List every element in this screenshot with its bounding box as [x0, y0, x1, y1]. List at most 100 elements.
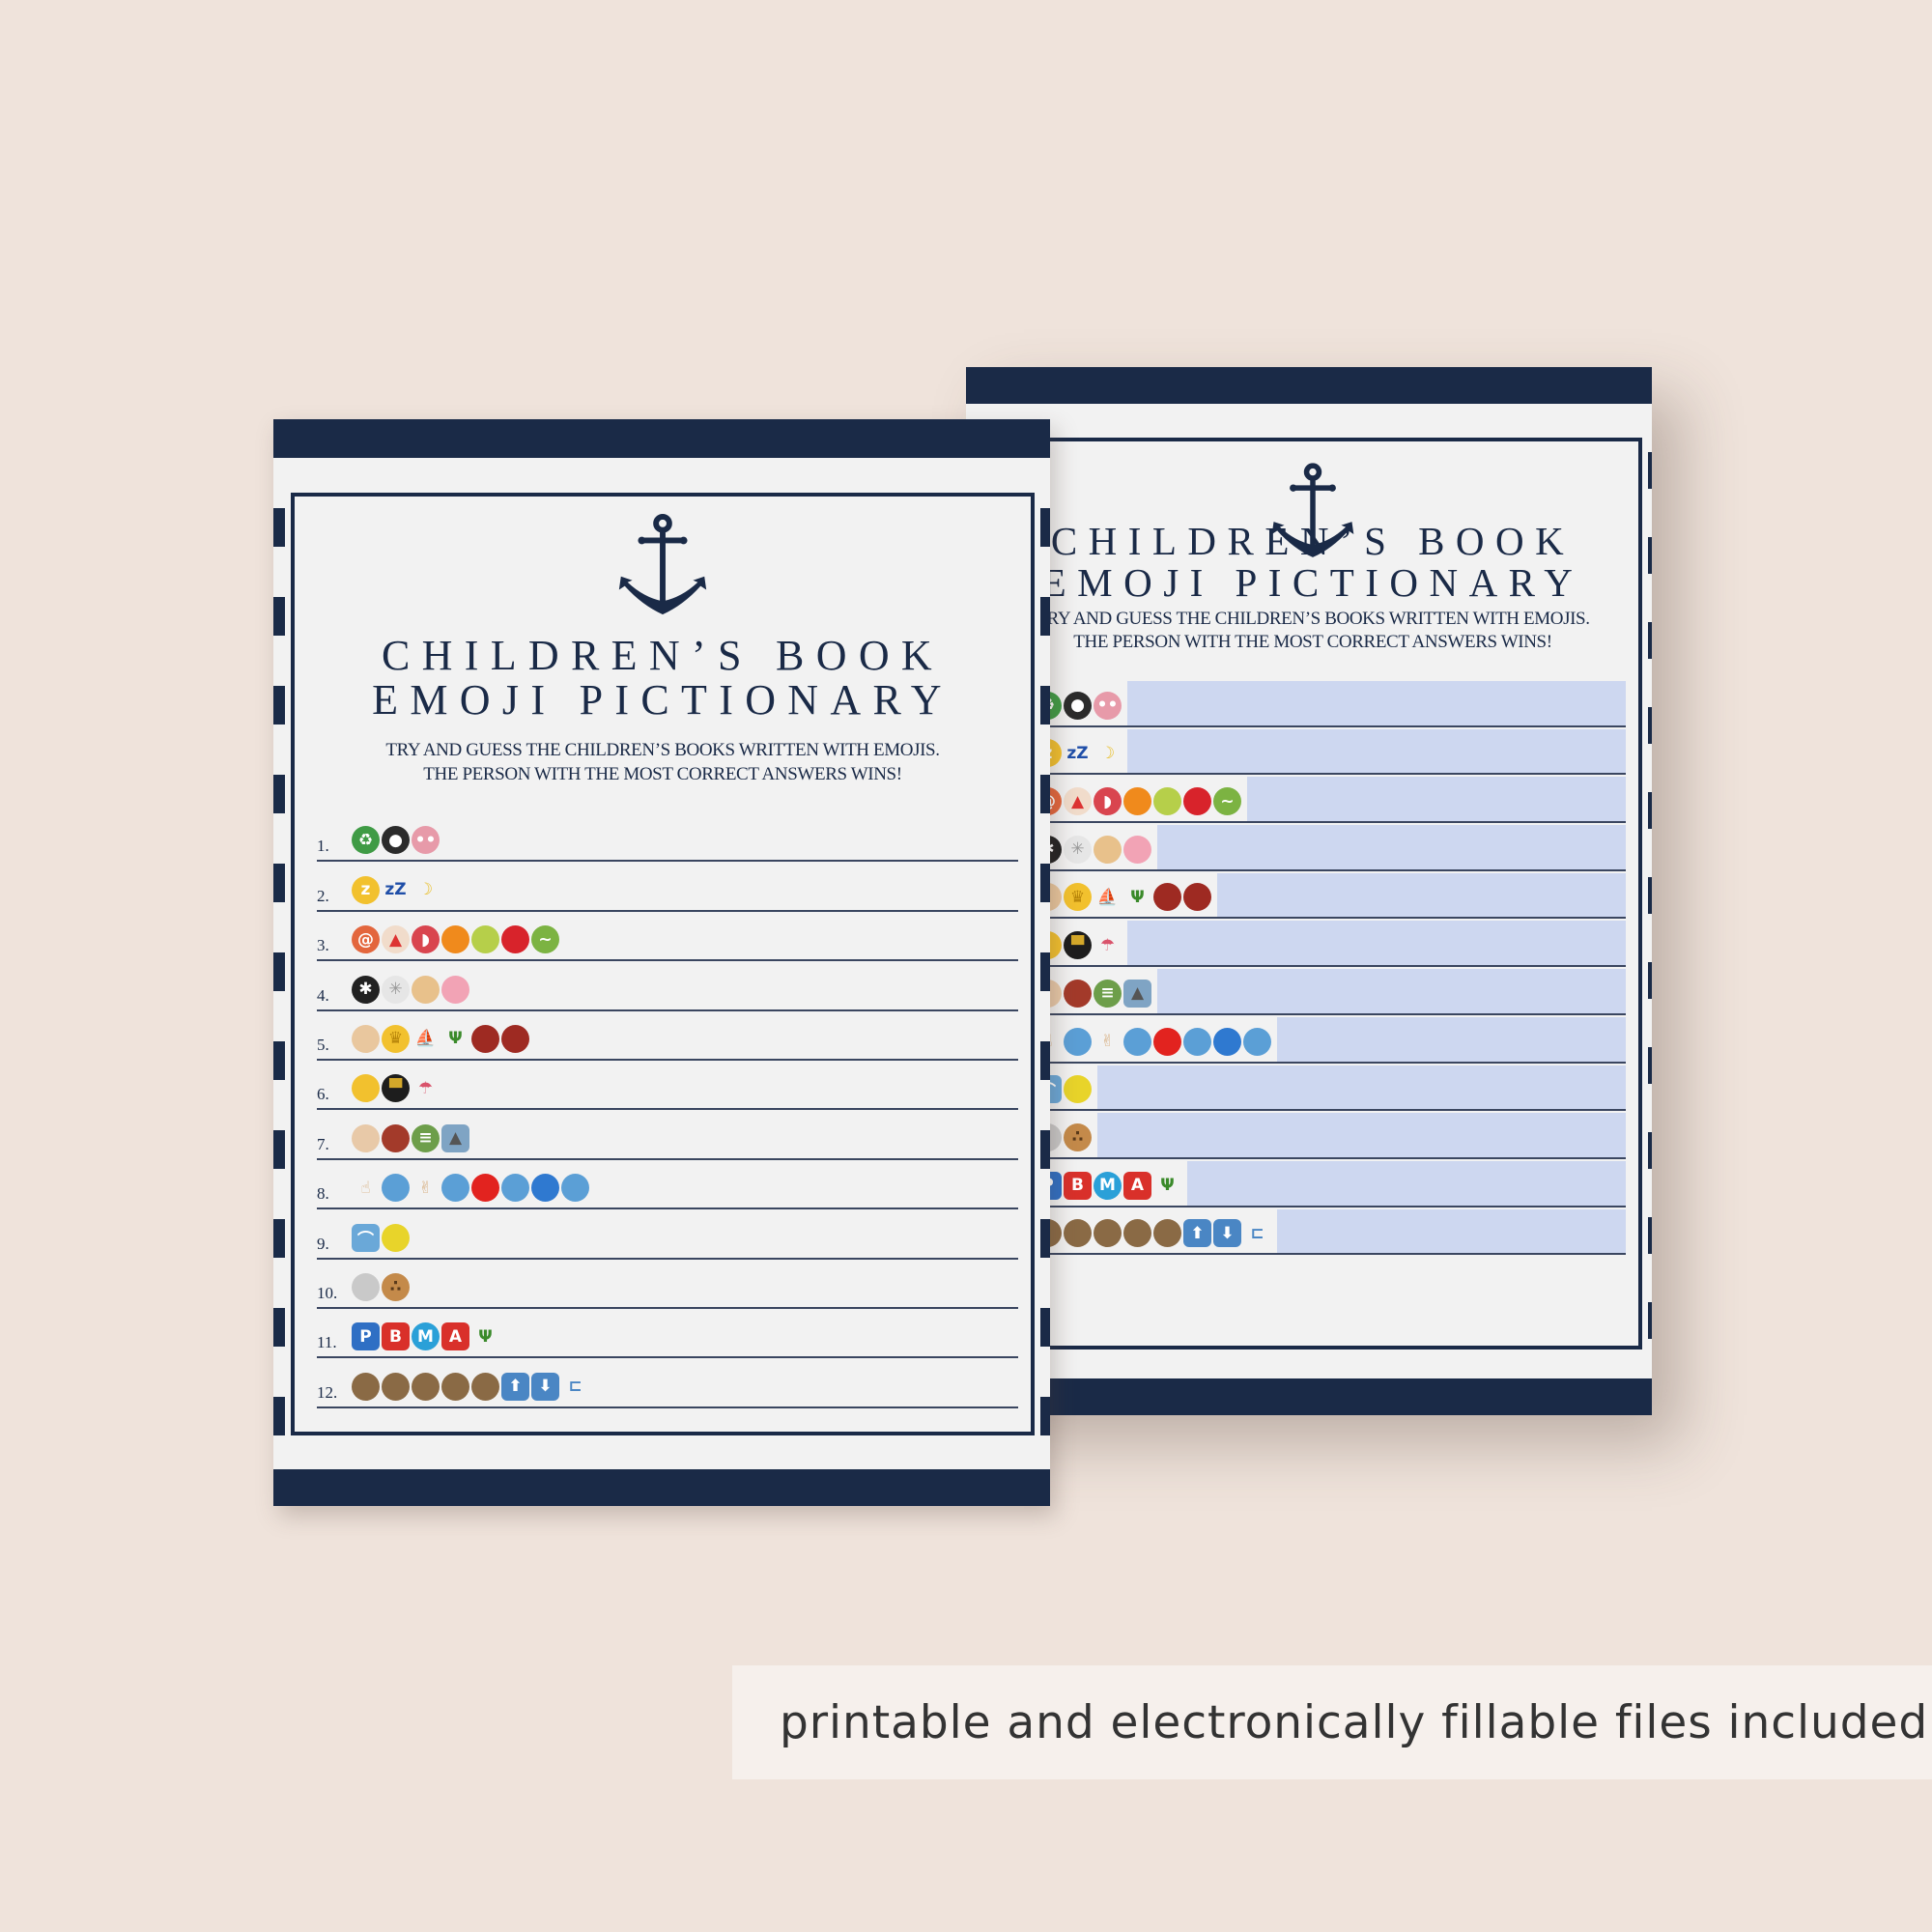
- spider-web-icon: ✳: [382, 975, 410, 1004]
- emoji-clue: ∴: [352, 1272, 415, 1307]
- answer-input[interactable]: [1277, 1208, 1626, 1254]
- sailboat-icon: ⛵: [412, 1024, 440, 1053]
- smiling-cat-icon: [352, 1074, 380, 1103]
- monkey-icon: [1094, 1219, 1122, 1248]
- answer-input[interactable]: [1127, 728, 1626, 774]
- red-circle-icon: [1153, 1027, 1181, 1056]
- emoji-clue: ⬆ ⬇ ⊏: [1034, 1219, 1277, 1254]
- b-button-icon: B: [1064, 1171, 1092, 1200]
- puzzle-row: 8.☝✌: [317, 1160, 1018, 1210]
- mouse-face-icon: [352, 1272, 380, 1301]
- puzzle-row: 5. ♛⛵Ψ: [317, 1011, 1018, 1061]
- answer-input[interactable]: [1157, 969, 1626, 1013]
- row-number: 8.: [317, 1184, 329, 1204]
- ogre-icon: [1183, 883, 1211, 912]
- red-circle-icon: [471, 1174, 499, 1203]
- emoji-clue: ⬆ ⬇ ⊏: [352, 1372, 595, 1406]
- emoji-clue: ☝✌: [1034, 1027, 1277, 1062]
- emoji-clue: ♛ ⛵ Ψ: [1034, 883, 1217, 918]
- fillable-sheet-back: CHILDREN’S BOOK EMOJI PICTIONARY TRY AND …: [966, 367, 1652, 1415]
- row-number: 12.: [317, 1382, 338, 1402]
- puzzle-row: 9. ⌒: [317, 1209, 1018, 1260]
- instructions-line-1: TRY AND GUESS THE CHILDREN’S BOOKS WRITT…: [385, 740, 940, 760]
- fish-icon: [1183, 1027, 1211, 1056]
- cookie-icon: ∴: [1064, 1122, 1092, 1151]
- answer-input[interactable]: [1247, 777, 1626, 822]
- pear-icon: [471, 925, 499, 954]
- bottom-stripe: [273, 1469, 1050, 1506]
- closed-umbrella-icon: ☂: [1094, 931, 1122, 960]
- answer-input[interactable]: [1157, 825, 1626, 869]
- frying-pan-egg-icon: ●: [1064, 691, 1092, 720]
- answer-input[interactable]: [1127, 681, 1626, 725]
- sleeping-face-icon: z: [352, 875, 380, 904]
- title-line-2: EMOJI PICTIONARY: [372, 676, 953, 724]
- crescent-moon-icon: ☽: [412, 875, 440, 904]
- puzzle-row: 7.≡▲: [317, 1110, 1018, 1160]
- emoji-clue: ▀ ☂: [352, 1074, 445, 1109]
- up-arrow-icon: ⬆: [501, 1372, 529, 1401]
- emoji-clue: ✱✳: [1034, 835, 1157, 869]
- apple-icon: [1183, 787, 1211, 816]
- bottom-stripe: [966, 1378, 1652, 1415]
- monkey-icon: [471, 1372, 499, 1401]
- emoji-clue: ♛ ⛵ Ψ: [352, 1024, 535, 1059]
- info-banner: printable and electronically fillable fi…: [732, 1665, 1932, 1779]
- sailboat-icon: ⛵: [1094, 883, 1122, 912]
- pig-face-icon: [1123, 835, 1151, 864]
- caterpillar-icon: ~: [1213, 787, 1241, 816]
- monkey-icon: [412, 1372, 440, 1401]
- zzz-icon: zZ: [382, 875, 410, 904]
- row-number: 1.: [317, 837, 329, 856]
- monkey-icon: [1123, 1219, 1151, 1248]
- lollipop-icon: @: [352, 925, 380, 954]
- instructions-line-2: THE PERSON WITH THE MOST CORRECT ANSWERS…: [423, 764, 902, 784]
- answer-input[interactable]: [1127, 921, 1626, 966]
- steam-locomotive-icon: [1064, 979, 1092, 1008]
- anchor-icon: [1271, 463, 1354, 557]
- emoji-clue: zzZ☽: [1034, 739, 1127, 774]
- answer-input[interactable]: [1217, 872, 1626, 918]
- b-button-icon: B: [382, 1322, 410, 1351]
- emoji-clue: ✱✳: [352, 975, 475, 1009]
- answer-input[interactable]: [1097, 1113, 1626, 1157]
- blue-circle-icon: [1213, 1027, 1241, 1056]
- tropical-fish-icon: [382, 1223, 410, 1252]
- crown-icon: ♛: [1064, 883, 1092, 912]
- monkey-icon: [352, 1372, 380, 1401]
- caterpillar-icon: ~: [531, 925, 559, 954]
- puzzle-row: 3.@▲◗~: [987, 775, 1626, 824]
- down-arrow-icon: ⬇: [1213, 1219, 1241, 1248]
- row-number: 10.: [317, 1283, 338, 1302]
- closed-umbrella-icon: ☂: [412, 1074, 440, 1103]
- mountain-picture-icon: ▲: [1123, 979, 1151, 1008]
- shortcake-icon: ▲: [1064, 787, 1092, 816]
- puzzle-row: 7.≡▲: [987, 967, 1626, 1015]
- monkey-icon: [1064, 1219, 1092, 1248]
- page-title: CHILDREN’S BOOK EMOJI PICTIONARY: [295, 633, 1031, 724]
- answer-input[interactable]: [1097, 1065, 1626, 1110]
- row-number: 4.: [317, 985, 329, 1005]
- palm-tree-icon: Ψ: [1123, 883, 1151, 912]
- fish-icon: [382, 1174, 410, 1203]
- instructions-line-2: THE PERSON WITH THE MOST CORRECT ANSWERS…: [1073, 632, 1552, 652]
- pig-face-icon: [441, 975, 469, 1004]
- frying-pan-egg-icon: ●: [382, 826, 410, 855]
- anchor-icon: [618, 514, 707, 615]
- puzzle-row: 6.▀☂: [987, 919, 1626, 968]
- crescent-moon-icon: ☽: [1094, 739, 1122, 768]
- m-circle-icon: M: [412, 1322, 440, 1351]
- fish-icon: [501, 1174, 529, 1203]
- puzzle-list-fillable: 1.♻●••2.zzZ☽3.@▲◗~4.✱✳5.♛⛵Ψ6.▀☂7.≡▲8.☝✌9…: [987, 679, 1626, 1256]
- bed-icon: ⊏: [1243, 1219, 1271, 1248]
- ogre-icon: [501, 1024, 529, 1053]
- monkey-icon: [1153, 1219, 1181, 1248]
- answer-input[interactable]: [1187, 1160, 1626, 1206]
- railway-track-icon: ≡: [1094, 979, 1122, 1008]
- page-title: CHILDREN’S BOOK EMOJI PICTIONARY: [987, 520, 1638, 604]
- victory-hand-icon: ✌: [1094, 1027, 1122, 1056]
- puzzle-row: 10.∴: [987, 1111, 1626, 1159]
- answer-input[interactable]: [1277, 1016, 1626, 1062]
